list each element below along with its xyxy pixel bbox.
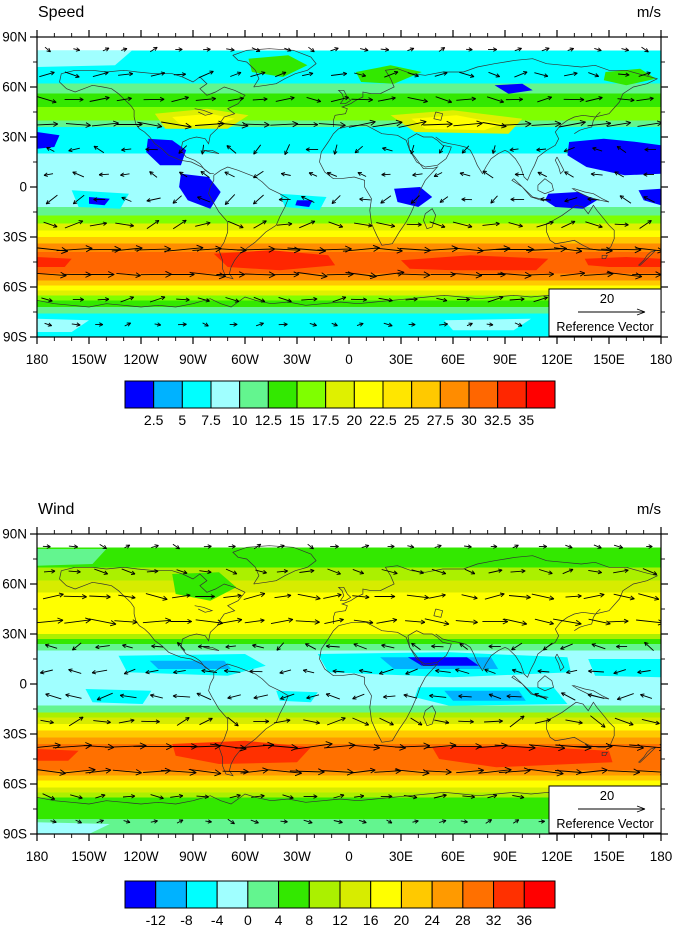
speed-map-canvas xyxy=(37,37,661,337)
lat-tick-label: 60S xyxy=(3,280,27,295)
colorbar-tick-label: 15 xyxy=(289,412,305,428)
lon-tick-label: 120W xyxy=(123,352,159,367)
wind-reference-vector-box: 20 Reference Vector xyxy=(548,785,662,834)
colorbar-tick-label: 12.5 xyxy=(255,412,282,428)
lat-tick-label: 60N xyxy=(2,80,27,95)
colorbar-tick-label: 4 xyxy=(275,912,283,928)
lon-tick-label: 60W xyxy=(231,352,259,367)
lat-tick-label: 90N xyxy=(2,30,27,45)
lon-tick-label: 120E xyxy=(541,352,573,367)
lat-tick-label: 0 xyxy=(19,180,27,195)
wind-units-label: m/s xyxy=(637,501,661,518)
lat-tick-label: 30S xyxy=(3,727,27,742)
lon-tick-label: 0 xyxy=(345,849,353,864)
colorbar-tick-label: 30 xyxy=(461,412,477,428)
colorbar-tick-label: 12 xyxy=(332,912,348,928)
colorbar-tick-label: 27.5 xyxy=(427,412,454,428)
colorbar-tick-label: -8 xyxy=(180,912,193,928)
colorbar-tick-label: 8 xyxy=(305,912,313,928)
lon-tick-label: 180 xyxy=(26,849,49,864)
lon-tick-label: 0 xyxy=(345,352,353,367)
speed-axes: 90N 60N 30N 0 30S 60S 90S 180 150W 120W 90W 60W 30W 0… xyxy=(2,30,672,368)
lon-tick-label: 180 xyxy=(26,352,49,367)
speed-colorbar: 2.5 5 7.5 10 12.5 15 17.5 20 22.5 25 27.5 30 32.5 35 xyxy=(124,380,556,428)
lon-tick-label: 60E xyxy=(441,849,465,864)
lon-tick-label: 30W xyxy=(283,352,311,367)
colorbar-tick-label: 24 xyxy=(424,912,440,928)
lon-tick-label: 120E xyxy=(541,849,573,864)
lon-tick-label: 60E xyxy=(441,352,465,367)
wind-axes: 90N 60N 30N 0 30S 60S 90S 180 150W 120W 90W 60W 30W 0… xyxy=(2,527,672,865)
colorbar-tick-label: 2.5 xyxy=(144,412,164,428)
colorbar-tick-label: -4 xyxy=(211,912,224,928)
colorbar-tick-label: 20 xyxy=(394,912,410,928)
reference-vector-label: Reference Vector xyxy=(556,320,653,334)
lon-tick-label: 60W xyxy=(231,849,259,864)
speed-panel: Speed m/s 90N 60N 30N 0 30S 60S 90S 180 150W 120W… xyxy=(2,4,672,428)
wind-map-canvas xyxy=(37,534,661,834)
lat-tick-label: 90S xyxy=(3,827,27,842)
reference-vector-arrow-icon xyxy=(578,805,646,813)
colorbar-tick-label: 17.5 xyxy=(312,412,339,428)
colorbar-tick-label: 5 xyxy=(178,412,186,428)
colorbar-tick-label: 20 xyxy=(347,412,363,428)
lon-tick-label: 150W xyxy=(71,849,107,864)
lat-tick-label: 30N xyxy=(2,627,27,642)
reference-vector-label: Reference Vector xyxy=(556,817,653,831)
reference-vector-value: 20 xyxy=(600,788,614,803)
lat-tick-label: 0 xyxy=(19,677,27,692)
lat-tick-label: 30S xyxy=(3,230,27,245)
colorbar-tick-label: 36 xyxy=(516,912,532,928)
colorbar-tick-label: 28 xyxy=(455,912,471,928)
lat-tick-label: 90N xyxy=(2,527,27,542)
colorbar-tick-label: 35 xyxy=(519,412,535,428)
colorbar-tick-label: 22.5 xyxy=(369,412,396,428)
lon-tick-label: 120W xyxy=(123,849,159,864)
colorbar-tick-label: 32 xyxy=(486,912,502,928)
wind-colorbar: -12 -8 -4 0 4 8 12 16 20 24 28 32 36 xyxy=(124,880,556,928)
lon-tick-label: 30E xyxy=(389,352,413,367)
colorbar-tick-label: 10 xyxy=(232,412,248,428)
colorbar-tick-label: 16 xyxy=(363,912,379,928)
lon-tick-label: 90E xyxy=(493,849,517,864)
lon-tick-label: 150E xyxy=(593,352,625,367)
colorbar-tick-label: -12 xyxy=(146,912,166,928)
reference-vector-value: 20 xyxy=(600,291,614,306)
lat-tick-label: 60N xyxy=(2,577,27,592)
speed-units-label: m/s xyxy=(637,4,661,21)
lon-tick-label: 150E xyxy=(593,849,625,864)
colorbar-tick-label: 7.5 xyxy=(201,412,221,428)
lon-tick-label: 180 xyxy=(650,352,673,367)
colorbar-tick-label: 32.5 xyxy=(484,412,511,428)
lon-tick-label: 90W xyxy=(179,352,207,367)
wind-panel-title: Wind xyxy=(38,501,74,518)
lon-tick-label: 90E xyxy=(493,352,517,367)
lon-tick-label: 150W xyxy=(71,352,107,367)
lon-tick-label: 30W xyxy=(283,849,311,864)
colorbar-tick-label: 25 xyxy=(404,412,420,428)
lat-tick-label: 30N xyxy=(2,130,27,145)
lat-tick-label: 60S xyxy=(3,777,27,792)
reference-vector-arrow-icon xyxy=(578,308,646,316)
colorbar-tick-label: 0 xyxy=(244,912,252,928)
lat-tick-label: 90S xyxy=(3,330,27,345)
speed-reference-vector-box: 20 Reference Vector xyxy=(548,288,662,337)
lon-tick-label: 180 xyxy=(650,849,673,864)
speed-panel-title: Speed xyxy=(38,4,84,21)
lon-tick-label: 30E xyxy=(389,849,413,864)
lon-tick-label: 90W xyxy=(179,849,207,864)
